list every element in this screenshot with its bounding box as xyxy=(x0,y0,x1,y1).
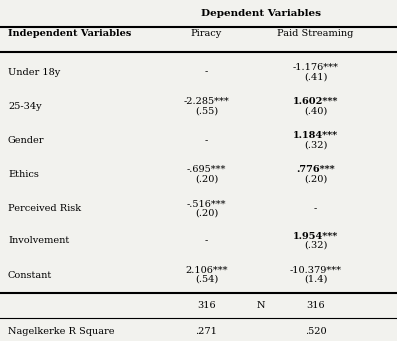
Text: .776***: .776*** xyxy=(296,165,335,174)
Text: Involvement: Involvement xyxy=(8,236,69,246)
Text: 25-34y: 25-34y xyxy=(8,102,42,111)
Text: (.41): (.41) xyxy=(304,72,327,81)
Text: .520: .520 xyxy=(305,327,326,336)
Text: Piracy: Piracy xyxy=(191,29,222,38)
Text: (.32): (.32) xyxy=(304,140,327,149)
Text: -2.285***: -2.285*** xyxy=(183,97,229,106)
Text: (.32): (.32) xyxy=(304,241,327,250)
Text: (.40): (.40) xyxy=(304,106,327,115)
Text: -: - xyxy=(205,136,208,145)
Text: 1.184***: 1.184*** xyxy=(293,131,338,140)
Text: -: - xyxy=(205,68,208,77)
Text: -10.379***: -10.379*** xyxy=(290,266,341,275)
Text: (.20): (.20) xyxy=(195,209,218,218)
Text: Independent Variables: Independent Variables xyxy=(8,29,131,38)
Text: Gender: Gender xyxy=(8,136,44,145)
Text: (.54): (.54) xyxy=(195,275,218,284)
Text: (1.4): (1.4) xyxy=(304,275,327,284)
Text: Under 18y: Under 18y xyxy=(8,68,60,77)
Text: 316: 316 xyxy=(197,301,216,310)
Text: -: - xyxy=(314,204,317,213)
Text: -.695***: -.695*** xyxy=(187,165,226,174)
Text: Ethics: Ethics xyxy=(8,170,39,179)
Text: 316: 316 xyxy=(306,301,325,310)
Text: (.55): (.55) xyxy=(195,106,218,115)
Text: Constant: Constant xyxy=(8,270,52,280)
Text: .271: .271 xyxy=(195,327,218,336)
Text: 1.954***: 1.954*** xyxy=(293,232,338,241)
Text: 2.106***: 2.106*** xyxy=(185,266,228,275)
Text: -1.176***: -1.176*** xyxy=(293,63,339,72)
Text: Dependent Variables: Dependent Variables xyxy=(201,9,321,17)
Text: (.20): (.20) xyxy=(195,175,218,183)
Text: Nagelkerke R Square: Nagelkerke R Square xyxy=(8,327,114,336)
Text: (.20): (.20) xyxy=(304,175,327,183)
Text: Perceived Risk: Perceived Risk xyxy=(8,204,81,213)
Text: N: N xyxy=(257,301,265,310)
Text: -: - xyxy=(205,236,208,246)
Text: 1.602***: 1.602*** xyxy=(293,97,338,106)
Text: Paid Streaming: Paid Streaming xyxy=(278,29,354,38)
Text: -.516***: -.516*** xyxy=(187,199,226,208)
